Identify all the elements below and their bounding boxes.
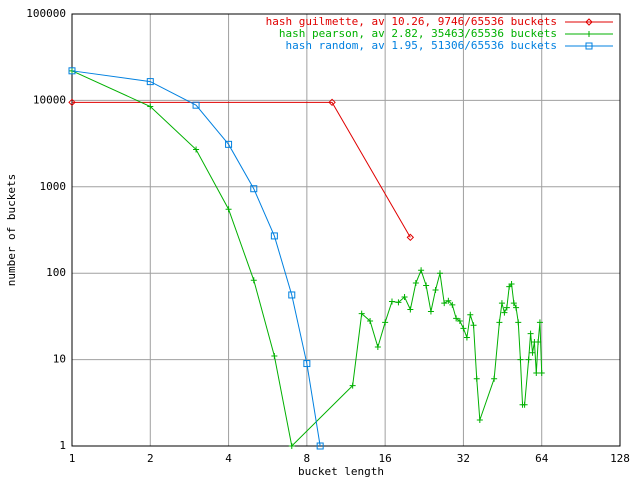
point [529, 349, 536, 356]
x-tick-label: 4 [225, 452, 232, 465]
point [288, 291, 296, 299]
y-tick-label: 1000 [40, 180, 67, 193]
point [449, 301, 456, 308]
point [146, 78, 154, 86]
point [349, 382, 356, 389]
point [503, 304, 510, 311]
point [517, 356, 524, 363]
point [68, 67, 76, 75]
y-tick-label: 100 [46, 266, 66, 279]
point [303, 360, 311, 368]
series-line [71, 70, 321, 447]
point [395, 299, 402, 306]
y-tick-label: 100000 [26, 7, 66, 20]
point [436, 270, 443, 277]
point [406, 233, 415, 242]
point [412, 280, 419, 287]
point [467, 311, 474, 318]
point [427, 308, 434, 315]
point [288, 443, 295, 449]
point [388, 298, 395, 305]
point [533, 369, 540, 376]
legend-label: hash random, av 1.95, 51306/65536 bucket… [285, 39, 557, 52]
point [432, 286, 439, 293]
legend-label: hash guilmette, av 10.26, 9746/65536 buc… [266, 15, 557, 28]
point [358, 310, 365, 317]
point [418, 267, 425, 274]
point [521, 401, 528, 408]
legend-marker [585, 42, 593, 50]
point [382, 319, 389, 326]
point [536, 319, 543, 326]
y-tick-label: 1 [59, 439, 66, 452]
plot-border [71, 13, 621, 447]
point [445, 297, 452, 304]
point [510, 300, 517, 307]
y-tick-label: 10000 [33, 93, 66, 106]
point [193, 146, 200, 153]
x-axis-label: bucket length [298, 465, 384, 478]
point [192, 101, 200, 109]
x-tick-label: 16 [379, 452, 392, 465]
point [456, 317, 463, 324]
point [225, 140, 233, 148]
point [367, 317, 374, 324]
y-tick-label: 10 [53, 353, 66, 366]
point [501, 309, 508, 316]
x-tick-label: 32 [457, 452, 470, 465]
x-tick-label: 1 [69, 452, 76, 465]
series-line [72, 101, 411, 238]
point [407, 306, 414, 313]
point [401, 294, 408, 301]
point [423, 282, 430, 289]
legend-label: hash pearson, av 2.82, 35463/65536 bucke… [279, 27, 557, 40]
point [491, 375, 498, 382]
point [68, 98, 76, 107]
point [225, 206, 232, 213]
y-axis-label: number of buckets [5, 174, 18, 287]
x-tick-label: 8 [304, 452, 311, 465]
x-tick-label: 128 [610, 452, 630, 465]
point [316, 442, 324, 450]
point [270, 232, 278, 240]
point [527, 330, 534, 337]
point [525, 356, 532, 363]
point [515, 319, 522, 326]
point [271, 353, 278, 360]
point [498, 300, 505, 307]
point [513, 304, 520, 311]
point [453, 315, 460, 322]
point [473, 375, 480, 382]
point [463, 334, 470, 341]
point [476, 416, 483, 423]
point [328, 98, 336, 107]
point [538, 369, 545, 376]
point [441, 300, 448, 307]
point [374, 343, 381, 350]
point [508, 280, 515, 287]
legend-marker [586, 31, 592, 37]
point [250, 277, 257, 284]
point [470, 322, 477, 329]
point [535, 338, 542, 345]
x-tick-label: 64 [535, 452, 549, 465]
point [147, 103, 154, 110]
legend-marker [585, 18, 593, 26]
x-tick-label: 2 [147, 452, 154, 465]
point [460, 325, 467, 332]
point [250, 185, 258, 193]
point [496, 319, 503, 326]
